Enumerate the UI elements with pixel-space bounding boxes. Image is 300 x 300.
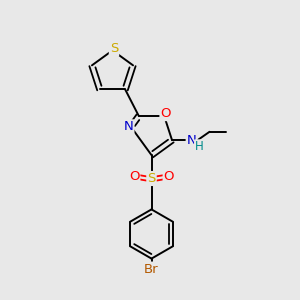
- Text: Br: Br: [144, 262, 159, 276]
- Text: N: N: [187, 134, 196, 147]
- Text: S: S: [147, 172, 156, 185]
- Text: O: O: [160, 107, 171, 120]
- Text: H: H: [195, 140, 204, 153]
- Text: S: S: [110, 42, 118, 56]
- Text: O: O: [129, 170, 139, 184]
- Text: O: O: [164, 170, 174, 184]
- Text: N: N: [124, 120, 134, 133]
